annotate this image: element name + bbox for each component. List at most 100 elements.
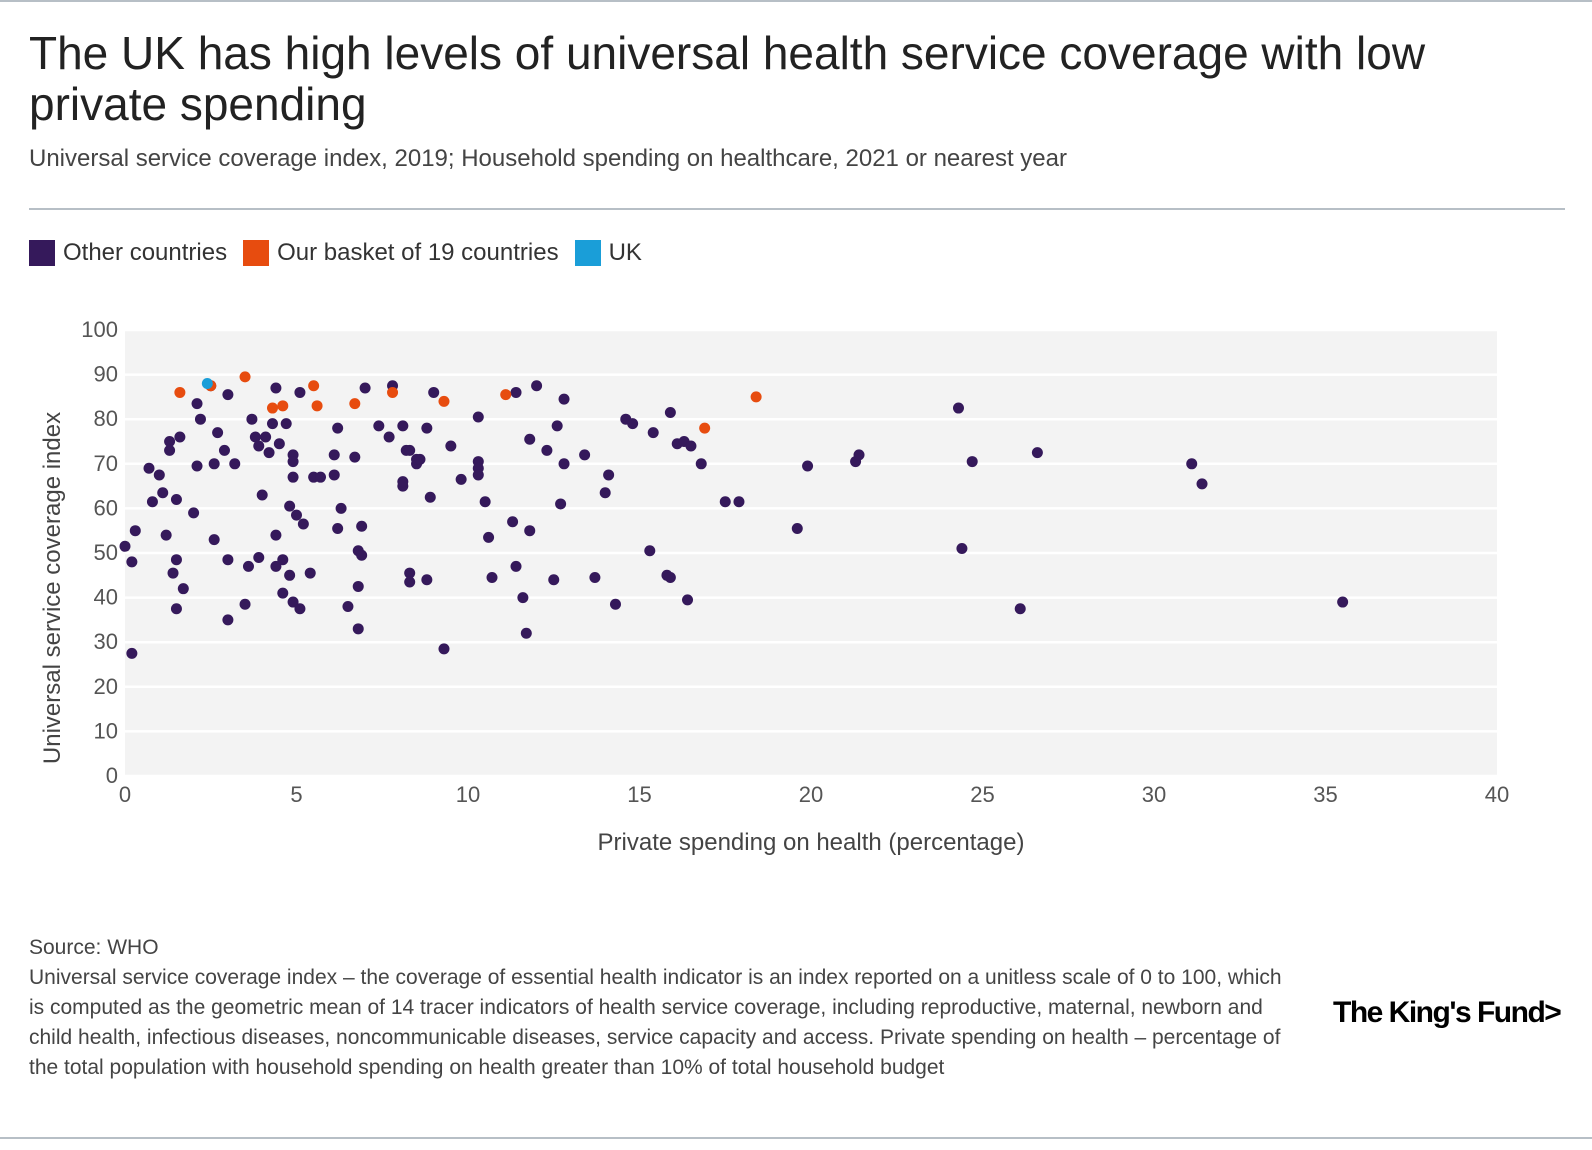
point-other-countries [342, 601, 354, 613]
y-tick-label: 70 [94, 451, 118, 476]
point-other-countries [802, 460, 814, 472]
legend-label-uk: UK [608, 239, 642, 266]
y-tick-label: 50 [94, 540, 118, 565]
point-other-countries [483, 531, 495, 543]
y-tick-label: 80 [94, 406, 118, 431]
point-other-countries [579, 449, 591, 461]
x-axis-label: Private spending on health (percentage) [598, 829, 1025, 856]
kings-fund-logo[interactable]: The King's Fund> [1333, 996, 1562, 1029]
point-other-countries [294, 603, 306, 615]
point-other-countries [647, 427, 659, 439]
legend-label-basket-countries: Our basket of 19 countries [277, 239, 559, 266]
point-other-countries [222, 389, 234, 401]
point-other-countries [644, 545, 656, 557]
point-other-countries [359, 382, 371, 394]
point-other-countries [208, 458, 220, 470]
point-other-countries [719, 496, 731, 508]
point-other-countries [520, 627, 532, 639]
point-other-countries [280, 418, 292, 430]
point-other-countries [397, 420, 409, 432]
chart-subtitle: Universal service coverage index, 2019; … [29, 145, 1067, 172]
y-tick-label: 40 [94, 585, 118, 610]
point-other-countries [555, 498, 567, 510]
point-other-countries [664, 572, 676, 584]
point-other-countries [222, 554, 234, 566]
header-divider [29, 208, 1565, 210]
point-other-countries [249, 431, 261, 443]
point-other-countries [294, 386, 306, 398]
point-our-basket-of-19-countries [750, 391, 762, 403]
point-other-countries [157, 487, 169, 499]
x-tick-label: 0 [119, 782, 131, 807]
point-other-countries [335, 502, 347, 514]
legend-item-other-countries[interactable]: Other countries [29, 239, 227, 267]
point-other-countries [424, 491, 436, 503]
point-other-countries [599, 487, 611, 499]
point-other-countries [253, 551, 265, 563]
point-other-countries [263, 447, 275, 459]
point-other-countries [373, 420, 385, 432]
point-other-countries [548, 574, 560, 586]
point-our-basket-of-19-countries [387, 386, 399, 398]
point-other-countries [229, 458, 241, 470]
point-other-countries [472, 469, 484, 481]
point-other-countries [287, 471, 299, 483]
legend: Other countries Our basket of 19 countri… [29, 239, 658, 267]
legend-item-basket-countries[interactable]: Our basket of 19 countries [243, 239, 559, 267]
point-our-basket-of-19-countries [174, 386, 186, 398]
point-other-countries [507, 516, 519, 528]
point-other-countries [256, 489, 268, 501]
x-tick-label: 40 [1485, 782, 1509, 807]
point-our-basket-of-19-countries [699, 422, 711, 434]
point-other-countries [445, 440, 457, 452]
point-other-countries [260, 431, 272, 443]
series-other-countries [119, 380, 1349, 659]
point-other-countries [304, 567, 316, 579]
y-tick-label: 10 [94, 718, 118, 743]
point-other-countries [531, 380, 543, 392]
legend-swatch-basket-countries [243, 240, 270, 266]
point-other-countries [212, 427, 224, 439]
point-our-basket-of-19-countries [266, 402, 278, 414]
point-other-countries [952, 402, 964, 414]
point-other-countries [479, 496, 491, 508]
point-other-countries [270, 529, 282, 541]
point-other-countries [177, 583, 189, 595]
point-other-countries [558, 393, 570, 405]
point-other-countries [1186, 458, 1198, 470]
x-tick-label: 30 [1142, 782, 1166, 807]
point-other-countries [853, 449, 865, 461]
y-tick-label: 0 [106, 763, 118, 788]
point-other-countries [218, 444, 230, 456]
y-axis-label: Universal service coverage index [39, 412, 66, 764]
point-other-countries [664, 407, 676, 419]
point-other-countries [1337, 596, 1349, 608]
point-other-countries [129, 525, 141, 537]
point-other-countries [541, 444, 553, 456]
point-other-countries [589, 572, 601, 584]
legend-swatch-uk [574, 240, 601, 266]
y-tick-label: 30 [94, 629, 118, 654]
point-other-countries [273, 438, 285, 450]
series-our-basket-of-19-countries [174, 371, 762, 434]
point-other-countries [239, 598, 251, 610]
point-other-countries [126, 556, 138, 568]
point-other-countries [404, 567, 416, 579]
point-our-basket-of-19-countries [349, 398, 361, 410]
legend-item-uk[interactable]: UK [574, 239, 642, 267]
point-other-countries [284, 500, 296, 512]
x-tick-label: 5 [290, 782, 302, 807]
point-other-countries [164, 436, 176, 447]
y-tick-label: 20 [94, 674, 118, 699]
point-uk [201, 378, 213, 390]
point-other-countries [349, 451, 361, 463]
point-other-countries [164, 444, 176, 456]
x-tick-label: 10 [456, 782, 480, 807]
point-other-countries [352, 623, 364, 635]
point-other-countries [1014, 603, 1026, 615]
x-tick-label: 25 [970, 782, 994, 807]
point-other-countries [558, 458, 570, 470]
point-other-countries [332, 522, 344, 534]
legend-label-other-countries: Other countries [63, 239, 228, 266]
point-other-countries [174, 431, 186, 443]
